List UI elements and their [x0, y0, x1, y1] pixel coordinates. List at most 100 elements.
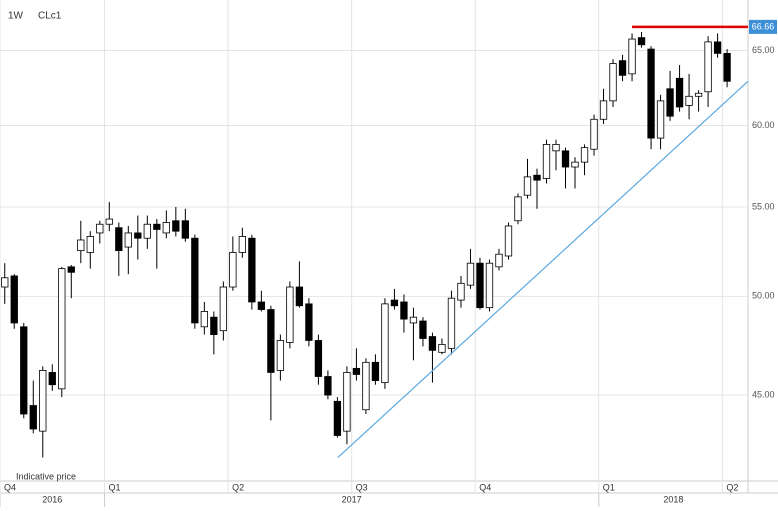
candle-body: [77, 239, 85, 252]
y-tick-label: 45.00: [752, 389, 775, 399]
candle-body: [476, 262, 484, 309]
candle-body: [409, 316, 418, 324]
candle-body: [694, 92, 703, 97]
candle-body: [599, 100, 608, 120]
candle-body: [371, 361, 380, 381]
candle-body: [495, 253, 503, 268]
candle-body: [295, 286, 304, 307]
candle-body: [637, 37, 646, 46]
candle-body: [713, 41, 722, 54]
candle-body: [248, 237, 256, 303]
x-tick-label: Q4: [4, 482, 16, 492]
candle-body: [343, 372, 351, 432]
candle-body: [656, 100, 665, 139]
candle-body: [238, 236, 247, 253]
y-tick-label: 65.00: [752, 45, 775, 55]
trendline: [337, 80, 749, 458]
candle-body: [314, 340, 323, 377]
x-tick-label: Q4: [479, 482, 491, 492]
candle-body: [229, 252, 237, 288]
candle-body: [561, 150, 570, 168]
candle-body: [628, 38, 636, 75]
candle-body: [29, 405, 37, 430]
y-tick-label: 50.00: [752, 291, 775, 301]
candle-body: [390, 299, 399, 307]
chart-title: CLc1: [38, 11, 62, 22]
candle-body: [580, 147, 589, 163]
candle-body: [362, 361, 370, 411]
candle-body: [352, 367, 361, 375]
candle-body: [153, 223, 161, 230]
candle-body: [333, 400, 342, 436]
candle-body: [67, 266, 75, 273]
candle-body: [400, 301, 408, 320]
candle-body: [571, 161, 579, 168]
candle-body: [134, 232, 142, 239]
candle-body: [618, 60, 627, 76]
x-tick-label: Q2: [232, 482, 244, 492]
candle-body: [485, 262, 494, 309]
candle-body: [685, 95, 693, 106]
candle-body: [276, 340, 285, 371]
candle-body: [58, 268, 66, 390]
candle-body: [447, 297, 456, 349]
level-label: 66.66: [752, 21, 775, 31]
candle-body: [115, 227, 123, 252]
candle-body: [172, 220, 180, 232]
candle-body: [96, 223, 104, 234]
candle-body: [381, 303, 389, 384]
candle-body: [305, 303, 313, 341]
candle-body: [191, 237, 199, 324]
level-label-box: [749, 19, 777, 34]
x-group-label: 2018: [663, 494, 683, 504]
candle-body: [438, 343, 446, 353]
candle-body: [105, 218, 113, 225]
y-tick-label: 60.00: [752, 120, 775, 130]
candle-body: [10, 275, 18, 324]
candle-body: [267, 309, 275, 373]
candle-body: [124, 232, 132, 248]
interval-label: 1W: [8, 11, 24, 22]
candle-body: [39, 369, 47, 432]
candle-body: [590, 118, 598, 150]
candle-body: [143, 223, 151, 239]
candle-body: [86, 236, 94, 253]
candle-body: [257, 301, 266, 310]
x-tick-label: Q1: [603, 482, 615, 492]
candle-body: [704, 41, 712, 93]
candle-body: [514, 196, 522, 222]
candle-body: [523, 176, 532, 196]
x-group-label: 2017: [342, 494, 362, 504]
candle-body: [533, 174, 541, 181]
candle-body: [324, 376, 332, 396]
y-tick-label: 55.00: [752, 201, 775, 211]
candle-body: [20, 326, 28, 415]
candle-body: [609, 63, 617, 102]
candle-body: [647, 48, 655, 139]
candle-body: [428, 336, 437, 351]
candle-body: [181, 220, 189, 239]
candle-body: [286, 286, 294, 343]
x-tick-label: Q3: [356, 482, 368, 492]
candle-body: [162, 222, 170, 234]
candle-body: [675, 77, 684, 108]
candle-body: [200, 311, 208, 328]
candle-body: [219, 286, 228, 332]
candle-body: [457, 282, 465, 301]
candle-body: [504, 225, 513, 257]
candle-body: [723, 52, 731, 82]
x-tick-label: Q1: [109, 482, 121, 492]
candle-body: [210, 316, 218, 335]
x-group-label: 2016: [42, 494, 62, 504]
note: Indicative price: [16, 471, 76, 481]
x-tick-label: Q2: [726, 482, 738, 492]
candle-body: [1, 277, 9, 288]
candle-body: [552, 144, 560, 152]
candle-body: [666, 88, 674, 117]
candle-body: [542, 144, 551, 179]
candle-body: [466, 262, 475, 286]
candle-body: [48, 372, 56, 386]
candle-body: [419, 320, 427, 339]
